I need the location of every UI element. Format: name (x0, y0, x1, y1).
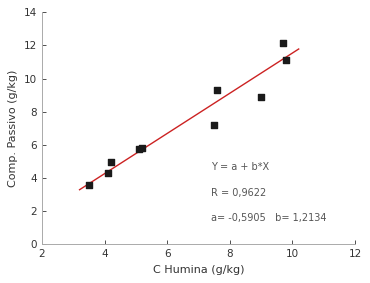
Y-axis label: Comp. Passivo (g/kg): Comp. Passivo (g/kg) (9, 70, 18, 187)
Point (105, 171, 111, 175)
Text: a= -0,5905   b= 1,2134: a= -0,5905 b= 1,2134 (211, 213, 327, 223)
Text: Y = a + b*X: Y = a + b*X (211, 162, 269, 172)
X-axis label: C Humina (g/kg): C Humina (g/kg) (153, 265, 244, 275)
Point (86, 182, 92, 187)
Point (139, 146, 145, 151)
Text: R = 0,9622: R = 0,9622 (211, 188, 266, 198)
Point (214, 88, 220, 93)
Point (280, 41, 286, 45)
Point (108, 160, 114, 164)
Point (258, 95, 264, 99)
Point (211, 123, 217, 127)
Point (136, 147, 142, 151)
Point (283, 57, 289, 62)
